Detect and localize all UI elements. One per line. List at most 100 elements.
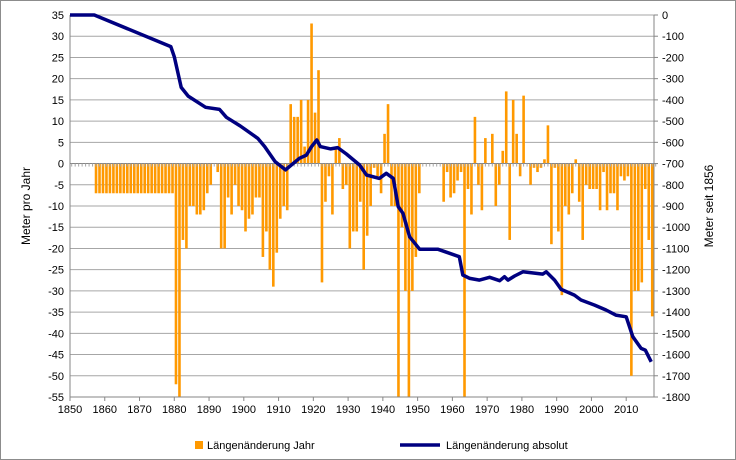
bar-1950 xyxy=(418,163,421,194)
bar-2000 xyxy=(591,163,595,190)
x-tick-label: 1960 xyxy=(440,404,464,416)
bar-1884 xyxy=(188,163,192,206)
bar-1969 xyxy=(484,138,487,164)
bar-1858 xyxy=(98,163,101,194)
bar-1857 xyxy=(94,163,98,194)
bar-1911 xyxy=(282,163,286,206)
bar-1997 xyxy=(581,163,585,240)
left-tick-label: 25 xyxy=(52,52,64,64)
legend-line-label: Längenänderung absolut xyxy=(446,440,568,452)
line-series xyxy=(70,13,653,363)
bar-1992 xyxy=(564,163,567,206)
bar-1932 xyxy=(355,163,359,232)
left-tick-label: 0 xyxy=(58,159,64,171)
bar-1980 xyxy=(522,95,525,164)
left-axis-label: Meter pro Jahr xyxy=(19,167,33,245)
x-tick-label: 1940 xyxy=(371,404,395,416)
bar-1914 xyxy=(292,116,296,164)
left-tick-label: 20 xyxy=(52,74,64,86)
left-tick-label: -45 xyxy=(48,350,64,362)
x-tick-label: 2000 xyxy=(579,404,603,416)
right-tick-label: -800 xyxy=(662,180,684,192)
right-tick-label: -300 xyxy=(662,74,684,86)
bar-1870 xyxy=(139,163,143,194)
left-tick-label: -35 xyxy=(48,307,64,319)
bar-1977 xyxy=(511,99,515,164)
bar-1893 xyxy=(219,163,223,249)
right-tick-label: -1000 xyxy=(662,222,690,234)
bar-1862 xyxy=(112,163,115,194)
bar-1918 xyxy=(306,99,310,164)
x-tick-label: 1870 xyxy=(127,404,151,416)
bar-1878 xyxy=(167,163,171,194)
bar-1876 xyxy=(160,163,164,194)
bar-1887 xyxy=(199,163,202,215)
x-tick-label: 1860 xyxy=(93,404,117,416)
bar-1960 xyxy=(452,163,456,194)
bar-1976 xyxy=(508,163,512,240)
bar-1995 xyxy=(574,159,578,164)
left-tick-label: -30 xyxy=(48,286,64,298)
bar-1972 xyxy=(494,163,498,206)
bar-1909 xyxy=(275,163,279,253)
right-tick-label: -600 xyxy=(662,137,684,149)
x-tick-label: 1930 xyxy=(336,404,360,416)
bar-1867 xyxy=(129,163,133,194)
bar-1869 xyxy=(136,163,140,194)
left-tick-label: 10 xyxy=(52,116,64,128)
x-tick-label: 1900 xyxy=(232,404,256,416)
bar-2004 xyxy=(605,163,609,211)
bar-1934 xyxy=(362,163,366,270)
bar-1963 xyxy=(463,163,466,397)
bar-2007 xyxy=(616,163,619,211)
bar-1883 xyxy=(185,163,188,249)
bar-1959 xyxy=(449,163,452,198)
right-tick-label: -400 xyxy=(662,95,684,107)
bar-1899 xyxy=(240,163,244,211)
bar-1872 xyxy=(146,163,150,194)
left-tick-label: -50 xyxy=(48,371,64,383)
right-axis-ticks: 0 -100 -200 -300 -400 -500 -600 -700 -800 -900 -10… xyxy=(654,10,690,404)
right-tick-label: -1500 xyxy=(662,328,690,340)
right-tick-label: -1600 xyxy=(662,350,690,362)
x-tick-label: 1990 xyxy=(544,404,568,416)
bar-1900 xyxy=(244,163,247,232)
bar-1874 xyxy=(153,163,157,194)
left-tick-label: 30 xyxy=(52,31,64,43)
bar-2011 xyxy=(630,163,633,376)
bar-1859 xyxy=(101,163,105,194)
left-tick-label: -5 xyxy=(54,180,64,192)
right-tick-label: -100 xyxy=(662,31,684,43)
right-tick-label: -1400 xyxy=(662,307,690,319)
bar-1864 xyxy=(119,163,122,194)
bar-1967 xyxy=(477,163,480,185)
right-tick-label: -1200 xyxy=(662,265,690,277)
bar-2013 xyxy=(637,163,640,291)
bar-2003 xyxy=(602,163,605,173)
bar-2012 xyxy=(633,163,637,291)
bar-1948 xyxy=(411,163,414,291)
bar-1908 xyxy=(272,163,275,287)
bar-2005 xyxy=(609,163,612,194)
bar-1879 xyxy=(171,163,174,194)
bar-1905 xyxy=(261,163,265,257)
bar-1871 xyxy=(143,163,147,194)
bar-2002 xyxy=(598,163,602,211)
bar-1958 xyxy=(445,163,449,173)
bar-1912 xyxy=(285,163,289,211)
x-tick-label: 1920 xyxy=(301,404,325,416)
bar-1931 xyxy=(351,163,355,232)
bar-1982 xyxy=(529,163,532,185)
right-tick-label: -1800 xyxy=(662,392,690,404)
left-tick-label: 15 xyxy=(52,95,64,107)
bar-1984 xyxy=(536,163,539,173)
bar-1975 xyxy=(504,91,508,164)
bar-1993 xyxy=(567,163,571,215)
bar-1903 xyxy=(254,163,258,198)
bar-1986 xyxy=(543,159,546,164)
bar-1886 xyxy=(195,163,199,215)
bar-1998 xyxy=(584,163,588,185)
bar-2010 xyxy=(626,163,630,177)
bar-1860 xyxy=(105,163,108,194)
